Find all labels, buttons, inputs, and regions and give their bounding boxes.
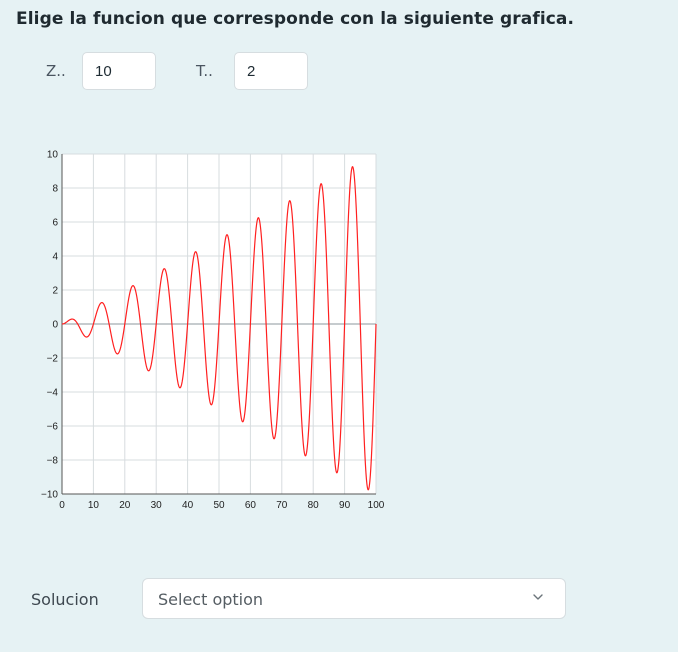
- x-tick-label: 60: [245, 500, 257, 511]
- x-tick-label: 100: [368, 500, 385, 511]
- y-tick-label: 2: [52, 286, 58, 297]
- x-tick-label: 40: [182, 500, 194, 511]
- x-tick-label: 50: [213, 500, 225, 511]
- y-tick-label: −6: [47, 422, 59, 433]
- solution-select[interactable]: Select option: [142, 578, 566, 619]
- y-tick-label: 0: [52, 320, 58, 331]
- series-line: [62, 166, 377, 491]
- x-tick-label: 10: [88, 500, 100, 511]
- y-tick-label: −4: [47, 388, 59, 399]
- y-tick-label: −10: [41, 490, 58, 501]
- question-title: Elige la funcion que corresponde con la …: [16, 9, 575, 29]
- y-tick-label: 8: [52, 184, 58, 195]
- param-z-label: Z..: [46, 62, 66, 80]
- param-t-input[interactable]: [234, 52, 308, 90]
- chevron-down-icon: [533, 594, 543, 600]
- y-tick-label: −2: [47, 354, 59, 365]
- x-tick-label: 30: [151, 500, 163, 511]
- y-tick-label: 6: [52, 218, 58, 229]
- param-z-input[interactable]: [82, 52, 156, 90]
- y-tick-label: 4: [52, 252, 58, 263]
- param-t-label: T..: [196, 62, 213, 80]
- solution-label: Solucion: [31, 590, 99, 609]
- y-tick-label: −8: [47, 456, 59, 467]
- x-tick-label: 20: [119, 500, 131, 511]
- solution-select-placeholder: Select option: [158, 590, 264, 609]
- x-tick-label: 80: [308, 500, 320, 511]
- x-tick-label: 90: [339, 500, 351, 511]
- x-tick-label: 0: [59, 500, 65, 511]
- y-tick-label: 10: [47, 150, 59, 161]
- x-tick-label: 70: [276, 500, 288, 511]
